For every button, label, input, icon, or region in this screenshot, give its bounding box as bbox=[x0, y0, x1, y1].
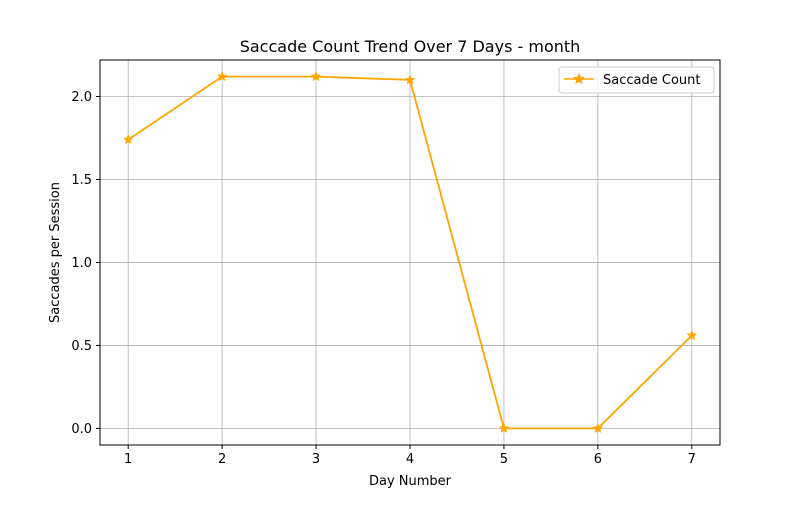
legend: Saccade Count bbox=[558, 66, 715, 94]
data-point-star-marker bbox=[404, 74, 416, 85]
y-tick-label: 0.5 bbox=[71, 339, 92, 354]
data-point-star-marker bbox=[310, 70, 322, 82]
data-point-star-marker bbox=[122, 133, 134, 145]
y-tick-label: 1.5 bbox=[71, 173, 92, 188]
y-tick-label: 0.0 bbox=[71, 422, 92, 437]
x-axis-label: Day Number bbox=[369, 474, 452, 489]
y-tick-label: 2.0 bbox=[71, 90, 92, 105]
x-tick-label: 5 bbox=[500, 452, 508, 467]
x-tick-label: 7 bbox=[688, 452, 696, 467]
data-point-star-marker bbox=[216, 70, 228, 82]
legend-star-marker bbox=[572, 72, 586, 85]
grid-lines bbox=[100, 60, 720, 445]
x-tick-label: 3 bbox=[312, 452, 320, 467]
x-tick-label: 1 bbox=[124, 452, 132, 467]
legend-label: Saccade Count bbox=[603, 73, 700, 88]
x-tick-label: 2 bbox=[218, 452, 226, 467]
x-tick-label: 6 bbox=[594, 452, 602, 467]
chart-title: Saccade Count Trend Over 7 Days - month bbox=[240, 37, 581, 56]
x-tick-label: 4 bbox=[406, 452, 414, 467]
series-layer bbox=[122, 70, 698, 433]
legend-box bbox=[558, 66, 715, 94]
data-point-star-marker bbox=[498, 422, 510, 433]
y-axis: 0.0 0.5 1.0 1.5 2.0 bbox=[71, 90, 100, 437]
x-axis: 1 2 3 4 5 6 7 bbox=[124, 445, 696, 467]
y-axis-label: Saccades per Session bbox=[48, 182, 63, 323]
data-point-star-marker bbox=[592, 422, 604, 433]
data-point-star-marker bbox=[686, 329, 698, 341]
y-tick-label: 1.0 bbox=[71, 256, 92, 271]
